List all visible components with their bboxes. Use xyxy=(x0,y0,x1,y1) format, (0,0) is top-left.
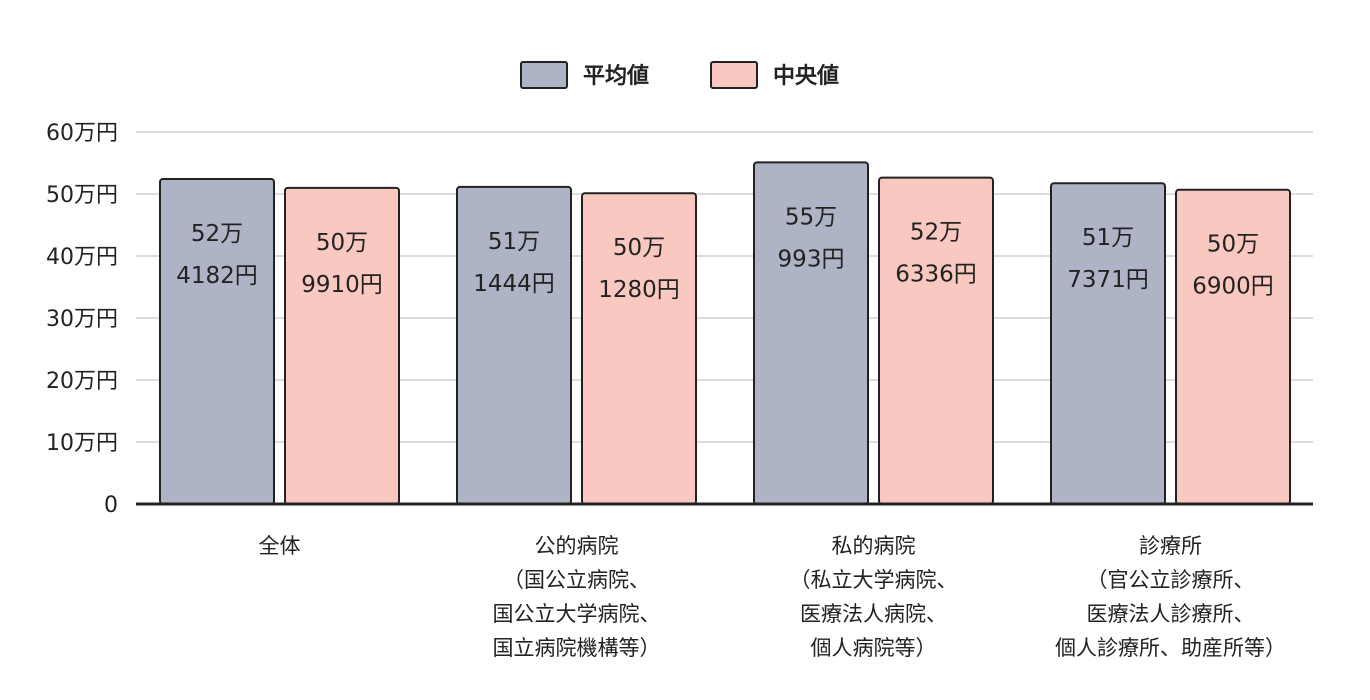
y-tick-label: 10万円 xyxy=(46,431,118,456)
category-label: 全体 xyxy=(259,534,301,558)
category-label: 私的病院 xyxy=(832,534,916,558)
data-label: 51万 xyxy=(1082,225,1134,251)
y-tick-label: 60万円 xyxy=(46,121,118,146)
y-tick-label: 40万円 xyxy=(46,245,118,270)
data-label: 9910円 xyxy=(301,272,383,298)
y-tick-label: 50万円 xyxy=(46,183,118,208)
data-label: 6336円 xyxy=(895,262,977,288)
category-label: 個人病院等） xyxy=(811,636,937,660)
category-label: （官公立診療所、 xyxy=(1087,568,1255,592)
category-label: （私立大学病院、 xyxy=(790,568,958,592)
data-label: 52万 xyxy=(910,220,962,246)
data-label: 50万 xyxy=(1207,232,1259,258)
legend-label: 中央値 xyxy=(773,63,839,89)
y-tick-label: 0 xyxy=(104,493,118,518)
legend-swatch xyxy=(520,61,568,89)
data-label: 1444円 xyxy=(473,271,555,297)
data-label: 4182円 xyxy=(176,263,258,289)
data-label: 993円 xyxy=(778,246,845,272)
legend: 平均値 中央値 xyxy=(520,61,839,89)
legend-label: 平均値 xyxy=(583,63,649,89)
data-label: 50万 xyxy=(613,235,665,261)
data-label: 55万 xyxy=(785,204,837,230)
category-label: 公的病院 xyxy=(535,534,619,558)
category-label: 国公立大学病院、 xyxy=(493,602,661,626)
y-tick-label: 20万円 xyxy=(46,369,118,394)
legend-swatch xyxy=(710,61,758,89)
category-label: （国公立病院、 xyxy=(503,568,650,592)
y-axis-ticks: 0 10万円 20万円 30万円 40万円 50万円 60万円 xyxy=(46,121,118,518)
x-axis-labels: 全体 公的病院 （国公立病院、国公立大学病院、国立病院機構等） 私的病院 （私立大学病院… xyxy=(259,534,1287,660)
category-label: 個人診療所、助産所等） xyxy=(1055,636,1286,660)
y-tick-label: 30万円 xyxy=(46,307,118,332)
category-label: 医療法人病院、 xyxy=(800,602,947,626)
category-label: 医療法人診療所、 xyxy=(1087,602,1255,626)
data-label: 52万 xyxy=(191,221,243,247)
category-label: 診療所 xyxy=(1139,534,1202,558)
data-label: 51万 xyxy=(488,229,540,255)
data-label: 1280円 xyxy=(598,277,680,303)
data-label: 7371円 xyxy=(1067,267,1149,293)
data-label: 50万 xyxy=(316,230,368,256)
category-label: 国立病院機構等） xyxy=(493,636,661,660)
data-label: 6900円 xyxy=(1192,274,1274,300)
bars: 52万 4182円 50万 9910円 51万 1444円 50万 1280円 55万 993円 5… xyxy=(159,161,1291,506)
